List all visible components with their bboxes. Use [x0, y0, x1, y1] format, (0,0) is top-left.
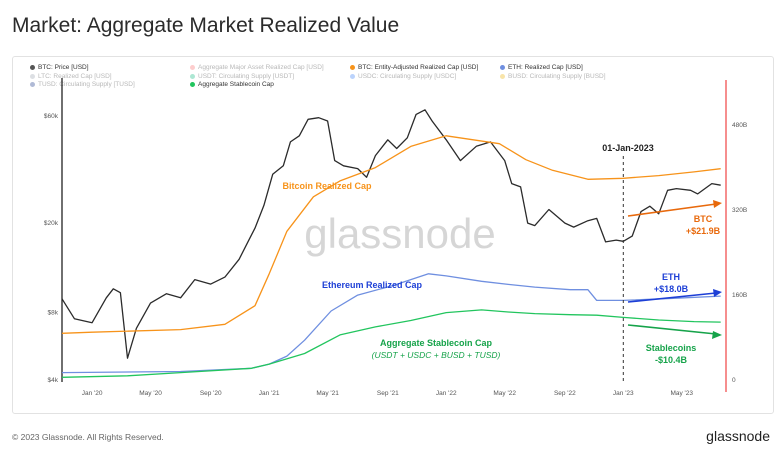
x-tick-label: Sep '20	[200, 390, 222, 397]
footer-brand: glassnode	[706, 428, 770, 444]
legend-item[interactable]: BTC: Price [USD]	[30, 64, 89, 71]
legend-label: USDC: Circulating Supply [USDC]	[358, 72, 457, 80]
stable-cap-sub: (USDT + USDC + BUSD + TUSD)	[372, 350, 501, 360]
legend-label: BTC: Price [USD]	[38, 64, 89, 71]
chart-panel	[12, 56, 774, 414]
legend-dot-icon	[500, 73, 505, 79]
left-tick-label: $4k	[48, 377, 59, 384]
watermark: glassnode	[304, 210, 495, 257]
eth-change-value: +$18.0B	[654, 284, 689, 294]
legend-item[interactable]: TUSD: Circulating Supply [TUSD]	[30, 81, 135, 88]
x-tick-label: May '20	[139, 390, 162, 397]
legend-item[interactable]: ETH: Realized Cap [USD]	[500, 64, 583, 71]
btc-realized-cap-line	[61, 135, 721, 334]
legend-item[interactable]: BTC: Entity-Adjusted Realized Cap [USD]	[350, 64, 478, 71]
x-tick-label: Jan '21	[259, 390, 280, 397]
x-tick-label: May '22	[493, 390, 516, 397]
page-title: Market: Aggregate Market Realized Value	[12, 14, 400, 37]
event-date-label: 01-Jan-2023	[602, 143, 654, 153]
left-tick-label: $8k	[48, 309, 59, 316]
legend-item[interactable]: BUSD: Circulating Supply [BUSD]	[500, 73, 606, 80]
btc-realized-label: Bitcoin Realized Cap	[282, 181, 372, 191]
stable-change-value: -$10.4B	[655, 355, 688, 365]
right-tick-label: 320B	[732, 207, 747, 214]
legend-dot-icon	[30, 73, 35, 79]
legend-label: Aggregate Major Asset Realized Cap [USD]	[198, 64, 324, 71]
stable-change-arrow	[627, 324, 717, 335]
legend-dot-icon	[350, 65, 355, 70]
x-tick-label: Jan '22	[436, 390, 457, 397]
legend-item[interactable]: LTC: Realized Cap [USD]	[30, 73, 112, 80]
btc-change-name: BTC	[694, 214, 713, 224]
legend-dot-icon	[500, 65, 505, 70]
legend-item[interactable]: USDT: Circulating Supply [USDT]	[190, 73, 294, 80]
legend-dot-icon	[30, 82, 35, 87]
legend-item[interactable]: Aggregate Major Asset Realized Cap [USD]	[190, 64, 324, 71]
x-tick-label: Sep '21	[377, 390, 399, 397]
eth-realized-label: Ethereum Realized Cap	[322, 280, 423, 290]
legend-dot-icon	[30, 65, 35, 70]
legend-label: BTC: Entity-Adjusted Realized Cap [USD]	[358, 64, 479, 71]
right-tick-label: 480B	[732, 122, 747, 129]
eth-change-arrowhead	[713, 289, 722, 297]
legend-dot-icon	[350, 73, 355, 79]
x-tick-label: Jan '20	[82, 390, 103, 397]
btc-price-line	[61, 109, 721, 359]
btc-change-arrow	[627, 203, 717, 217]
left-tick-label: $60k	[44, 113, 59, 120]
x-tick-label: May '23	[670, 390, 693, 397]
stable-cap-label: Aggregate Stablecoin Cap	[380, 338, 493, 348]
legend-dot-icon	[190, 65, 195, 70]
legend-label: LTC: Realized Cap [USD]	[38, 72, 112, 80]
legend-item[interactable]: Aggregate Stablecoin Cap	[190, 81, 274, 88]
eth-change-name: ETH	[662, 272, 680, 282]
eth-change-arrow	[627, 292, 717, 303]
btc-change-value: +$21.9B	[686, 226, 721, 236]
stable-change-arrowhead	[712, 331, 722, 339]
right-tick-label: 0	[732, 377, 736, 384]
legend-dot-icon	[190, 82, 195, 87]
stable-change-name: Stablecoins	[646, 343, 697, 353]
legend-item[interactable]: USDC: Circulating Supply [USDC]	[350, 73, 456, 80]
legend-label: USDT: Circulating Supply [USDT]	[198, 72, 295, 80]
legend-dot-icon	[190, 73, 195, 79]
x-tick-label: Jan '23	[613, 390, 634, 397]
stablecoin-cap-line	[61, 309, 721, 378]
legend-label: BUSD: Circulating Supply [BUSD]	[508, 72, 606, 80]
left-tick-label: $20k	[44, 220, 59, 227]
btc-change-arrowhead	[713, 200, 722, 208]
x-tick-label: Sep '22	[554, 390, 576, 397]
footer-copyright: © 2023 Glassnode. All Rights Reserved.	[12, 432, 164, 442]
legend-label: TUSD: Circulating Supply [TUSD]	[38, 81, 135, 88]
right-tick-label: 160B	[732, 292, 747, 299]
legend-label: Aggregate Stablecoin Cap	[198, 81, 274, 88]
legend-label: ETH: Realized Cap [USD]	[508, 64, 583, 71]
x-tick-label: May '21	[316, 390, 339, 397]
